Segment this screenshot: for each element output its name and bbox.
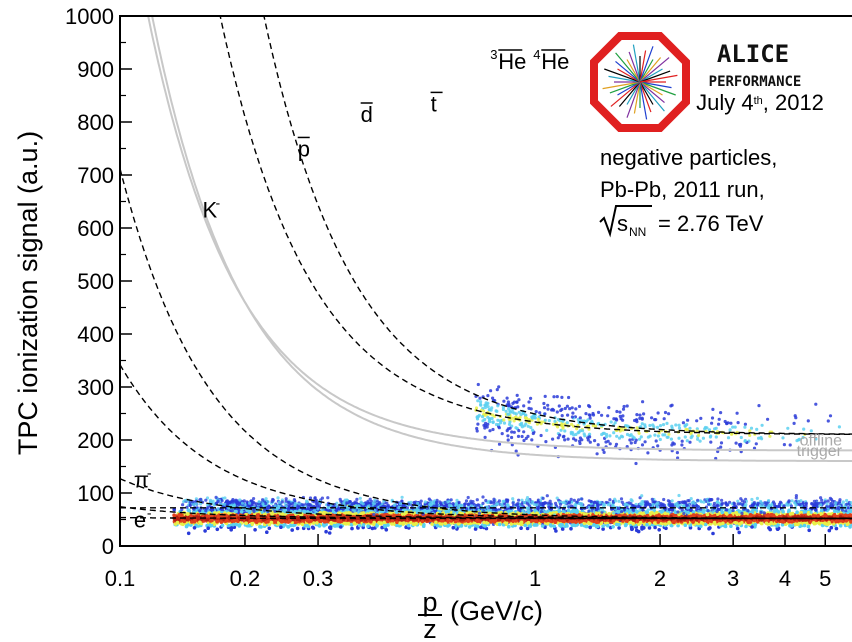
x-tick-label: 4 — [779, 566, 791, 591]
curve-labels: K-p d t 3 He 4 He π-e - — [134, 47, 570, 532]
x-tick-label: 0.3 — [303, 566, 334, 591]
curve-label: 4 He — [533, 47, 569, 74]
x-tick-label: 0.1 — [105, 566, 136, 591]
curve-label: d — [360, 102, 373, 127]
density-layer — [172, 382, 852, 536]
run-info: negative particles, Pb-Pb, 2011 run, s N… — [599, 145, 777, 239]
plot-frame: 0 100 200 300 400 500 600 700 800 900 1000 0.1 0.2 0.… — [65, 4, 852, 591]
expected-curve-5 — [120, 168, 852, 519]
expected-curve-6 — [219, 16, 852, 435]
y-tick-label: 900 — [77, 57, 114, 82]
y-tick-label: 800 — [77, 110, 114, 135]
logo-starburst-icon — [602, 44, 678, 120]
y-tick-label: 700 — [77, 163, 114, 188]
x-tick-label: 0.2 — [230, 566, 261, 591]
logo-subtitle: PERFORMANCE — [709, 74, 802, 90]
y-tick-label: 300 — [77, 375, 114, 400]
sqrt-sign — [599, 205, 652, 238]
y-tick-label: 1000 — [65, 4, 114, 29]
density-points — [172, 382, 852, 536]
x-axis-title-numerator: p — [422, 587, 437, 617]
y-tick-label: 200 — [77, 428, 114, 453]
curve-label: p — [297, 136, 310, 161]
y-tick-label: 600 — [77, 216, 114, 241]
y-tick-label: 100 — [77, 481, 114, 506]
y-tick-label: 0 — [102, 534, 114, 559]
x-axis-title-denominator: z — [423, 614, 437, 642]
trigger-line-trigger — [151, 16, 852, 462]
curve-label: K- — [202, 194, 220, 222]
y-axis-title: TPC ionization signal (a.u.) — [13, 131, 43, 455]
trigger-label-trigger: trigger — [797, 443, 843, 460]
y-tick-label: 400 — [77, 322, 114, 347]
logo-date: July 4th, 2012 — [696, 90, 824, 115]
x-tick-label: 2 — [654, 566, 666, 591]
alice-logo: ALICE PERFORMANCE July 4th, 2012 — [590, 32, 824, 132]
expected-curve-7 — [263, 16, 852, 435]
curve-label: t — [430, 91, 443, 116]
x-tick-label: 1 — [529, 566, 541, 591]
expected-curve-4 — [120, 364, 852, 520]
curve-label: π- — [134, 465, 152, 493]
curve-label: 3 He — [490, 47, 526, 74]
curve-label: e- — [134, 504, 152, 532]
x-tick-label: 3 — [727, 566, 739, 591]
energy-value: = 2.76 TeV — [658, 211, 764, 236]
sqrt-symbol-s: s — [617, 211, 628, 236]
info-line-1: negative particles, — [600, 145, 777, 170]
x-axis-title-unit: (GeV/c) — [450, 596, 543, 626]
trigger-label-offline: offline — [800, 432, 843, 449]
y-tick-label: 500 — [77, 269, 114, 294]
info-line-2: Pb-Pb, 2011 run, — [600, 177, 765, 202]
sqrt-symbol-sub: NN — [629, 225, 646, 239]
info-line-3: s NN = 2.76 TeV — [599, 205, 764, 239]
x-axis-title: p z (GeV/c) — [418, 587, 543, 642]
x-tick-label: 5 — [819, 566, 831, 591]
logo-title: ALICE — [717, 40, 789, 68]
